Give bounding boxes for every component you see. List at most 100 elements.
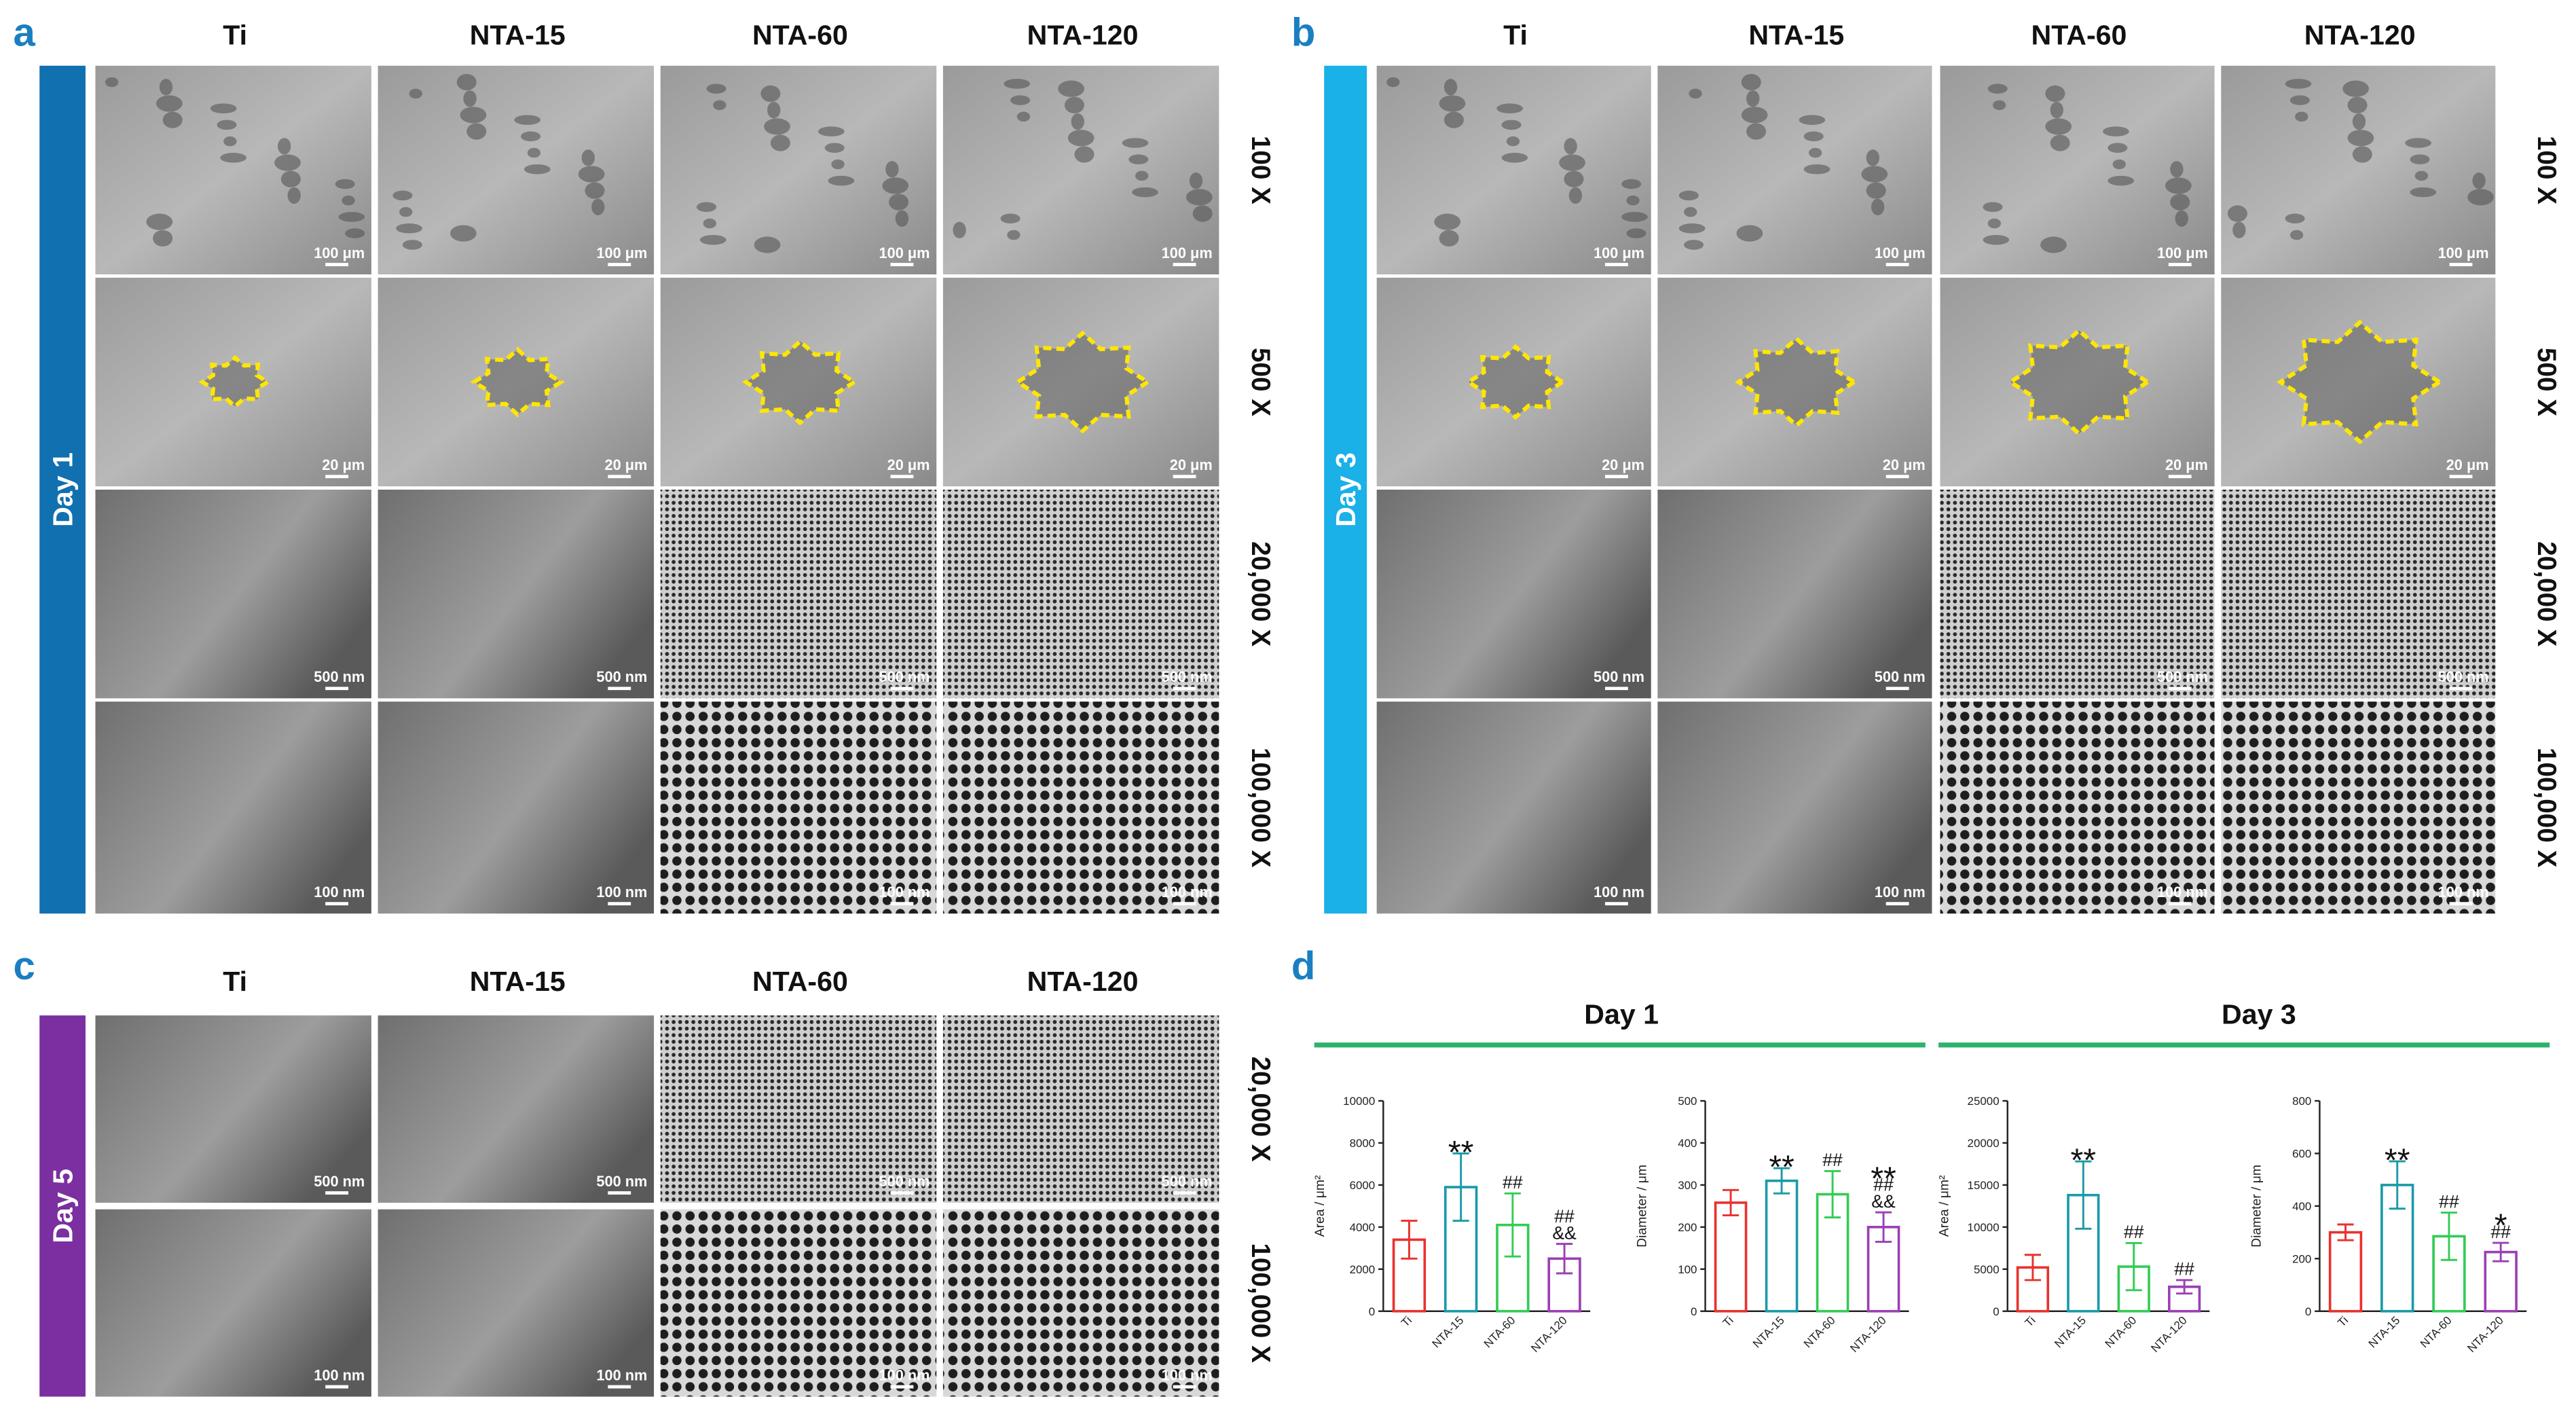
cell-spot	[155, 95, 183, 112]
column-header: NTA-15	[1748, 19, 1844, 50]
y-tick-label: 400	[2292, 1200, 2311, 1213]
y-tick-label: 8000	[1350, 1137, 1376, 1150]
cell-spot	[1132, 187, 1158, 198]
cell-spot	[1983, 234, 2010, 245]
scale-bar-label: 20 μm	[887, 456, 930, 473]
panel-letter: c	[13, 944, 35, 988]
cell-spot	[2175, 210, 2188, 227]
scale-bar-label: 500 nm	[1594, 668, 1644, 685]
x-tick-label: NTA-15	[1750, 1314, 1787, 1351]
day-bar	[39, 1015, 86, 1397]
cell-spot	[1866, 182, 1886, 199]
panel-letter: a	[13, 11, 35, 55]
cell-spot	[1803, 131, 1824, 142]
sem-image	[378, 65, 655, 275]
cell-spot	[2352, 146, 2372, 163]
cell-spot	[521, 131, 541, 142]
cell-spot	[1135, 170, 1149, 181]
significance-mark: ##	[2174, 1259, 2194, 1279]
cell-spot	[767, 102, 781, 119]
cell-spot	[2472, 172, 2486, 189]
scale-bar-label: 20 μm	[322, 456, 365, 473]
scale-bar-label: 100 nm	[596, 884, 647, 901]
cell-spot	[2108, 175, 2135, 186]
column-header: Ti	[223, 966, 247, 997]
x-tick-label: Ti	[2023, 1314, 2038, 1330]
cell-spot	[2285, 79, 2312, 89]
column-header: NTA-120	[1027, 19, 1139, 50]
cell-spot	[1983, 202, 2003, 213]
cell-spot	[1016, 111, 1031, 122]
row-label: 100,000 X	[1246, 748, 1275, 868]
cell-spot	[514, 115, 541, 125]
cell-spot	[2352, 113, 2366, 130]
scale-bar-label: 100 μm	[1162, 244, 1213, 261]
cell-spot	[278, 138, 291, 155]
sem-image	[1376, 65, 1651, 275]
sem-image	[942, 490, 1219, 699]
cell-spot	[1386, 77, 1400, 88]
x-tick-label: Ti	[1721, 1314, 1736, 1330]
scale-bar-label: 100 nm	[314, 1366, 365, 1383]
cell-spot	[1439, 95, 1466, 112]
panel-letter: d	[1291, 944, 1315, 988]
cell-spot	[210, 103, 237, 113]
cell-spot	[523, 164, 551, 175]
x-tick-label: NTA-15	[2366, 1314, 2403, 1351]
cell-spot	[2227, 205, 2247, 222]
scale-bar-label: 500 nm	[879, 1173, 930, 1190]
sem-image	[378, 1209, 655, 1397]
cell-spot	[1501, 153, 1528, 163]
scale-bar-label: 20 μm	[2446, 456, 2489, 473]
bar	[1714, 1201, 1748, 1313]
cell-spot	[1185, 189, 1213, 206]
cell-spot	[402, 240, 422, 250]
cell-spot	[1684, 206, 1697, 217]
cell-spot	[1007, 230, 1020, 240]
cell-spot	[1071, 113, 1084, 130]
x-tick-label: NTA-60	[2103, 1314, 2139, 1351]
cell-spot	[1621, 179, 1642, 189]
scale-bar-label: 100 nm	[1162, 884, 1213, 901]
scale-bar-label: 100 nm	[314, 884, 365, 901]
cell-spot	[696, 202, 717, 213]
x-tick-label: NTA-15	[2052, 1314, 2089, 1351]
cell-spot	[159, 79, 173, 96]
sem-image	[942, 1209, 1219, 1397]
sem-image	[1657, 490, 1932, 699]
significance-mark: ##	[2124, 1222, 2144, 1242]
cell-spot	[699, 234, 726, 245]
sem-image	[942, 1015, 1219, 1203]
cell-spot	[1064, 96, 1084, 113]
row-label: 20,000 X	[1246, 541, 1275, 647]
y-axis-label: Diameter / μm	[1634, 1165, 1649, 1248]
x-tick-label: NTA-120	[2148, 1314, 2189, 1355]
scale-bar-label: 100 μm	[1594, 244, 1644, 261]
column-header: Ti	[223, 19, 247, 50]
cell-spot	[889, 194, 909, 211]
cell-spot	[591, 198, 605, 215]
sem-image	[95, 65, 371, 275]
cell-spot	[1434, 213, 1461, 230]
group-header: Day 1	[1584, 998, 1659, 1030]
bar	[2328, 1231, 2363, 1313]
cell-spot	[1192, 205, 1213, 222]
cell-spot	[392, 190, 413, 201]
cell-spot	[223, 136, 237, 147]
sem-image	[942, 702, 1219, 914]
significance-mark: **	[1769, 1149, 1795, 1186]
scale-bar-label: 500 nm	[1162, 668, 1213, 685]
scale-bar-label: 500 nm	[314, 668, 365, 685]
cell-spot	[2050, 102, 2063, 119]
y-tick-label: 200	[2292, 1252, 2311, 1265]
y-tick-label: 200	[1678, 1221, 1697, 1234]
cell-spot	[1621, 212, 1648, 222]
y-tick-label: 800	[2292, 1095, 2311, 1108]
scale-bar-label: 500 nm	[1162, 1173, 1213, 1190]
day-label: Day 5	[48, 1169, 79, 1243]
cell-spot	[770, 134, 790, 151]
cell-spot	[2045, 118, 2072, 135]
cell-spot	[2347, 130, 2374, 147]
bar	[1765, 1179, 1799, 1313]
significance-mark: ##	[1503, 1172, 1523, 1193]
